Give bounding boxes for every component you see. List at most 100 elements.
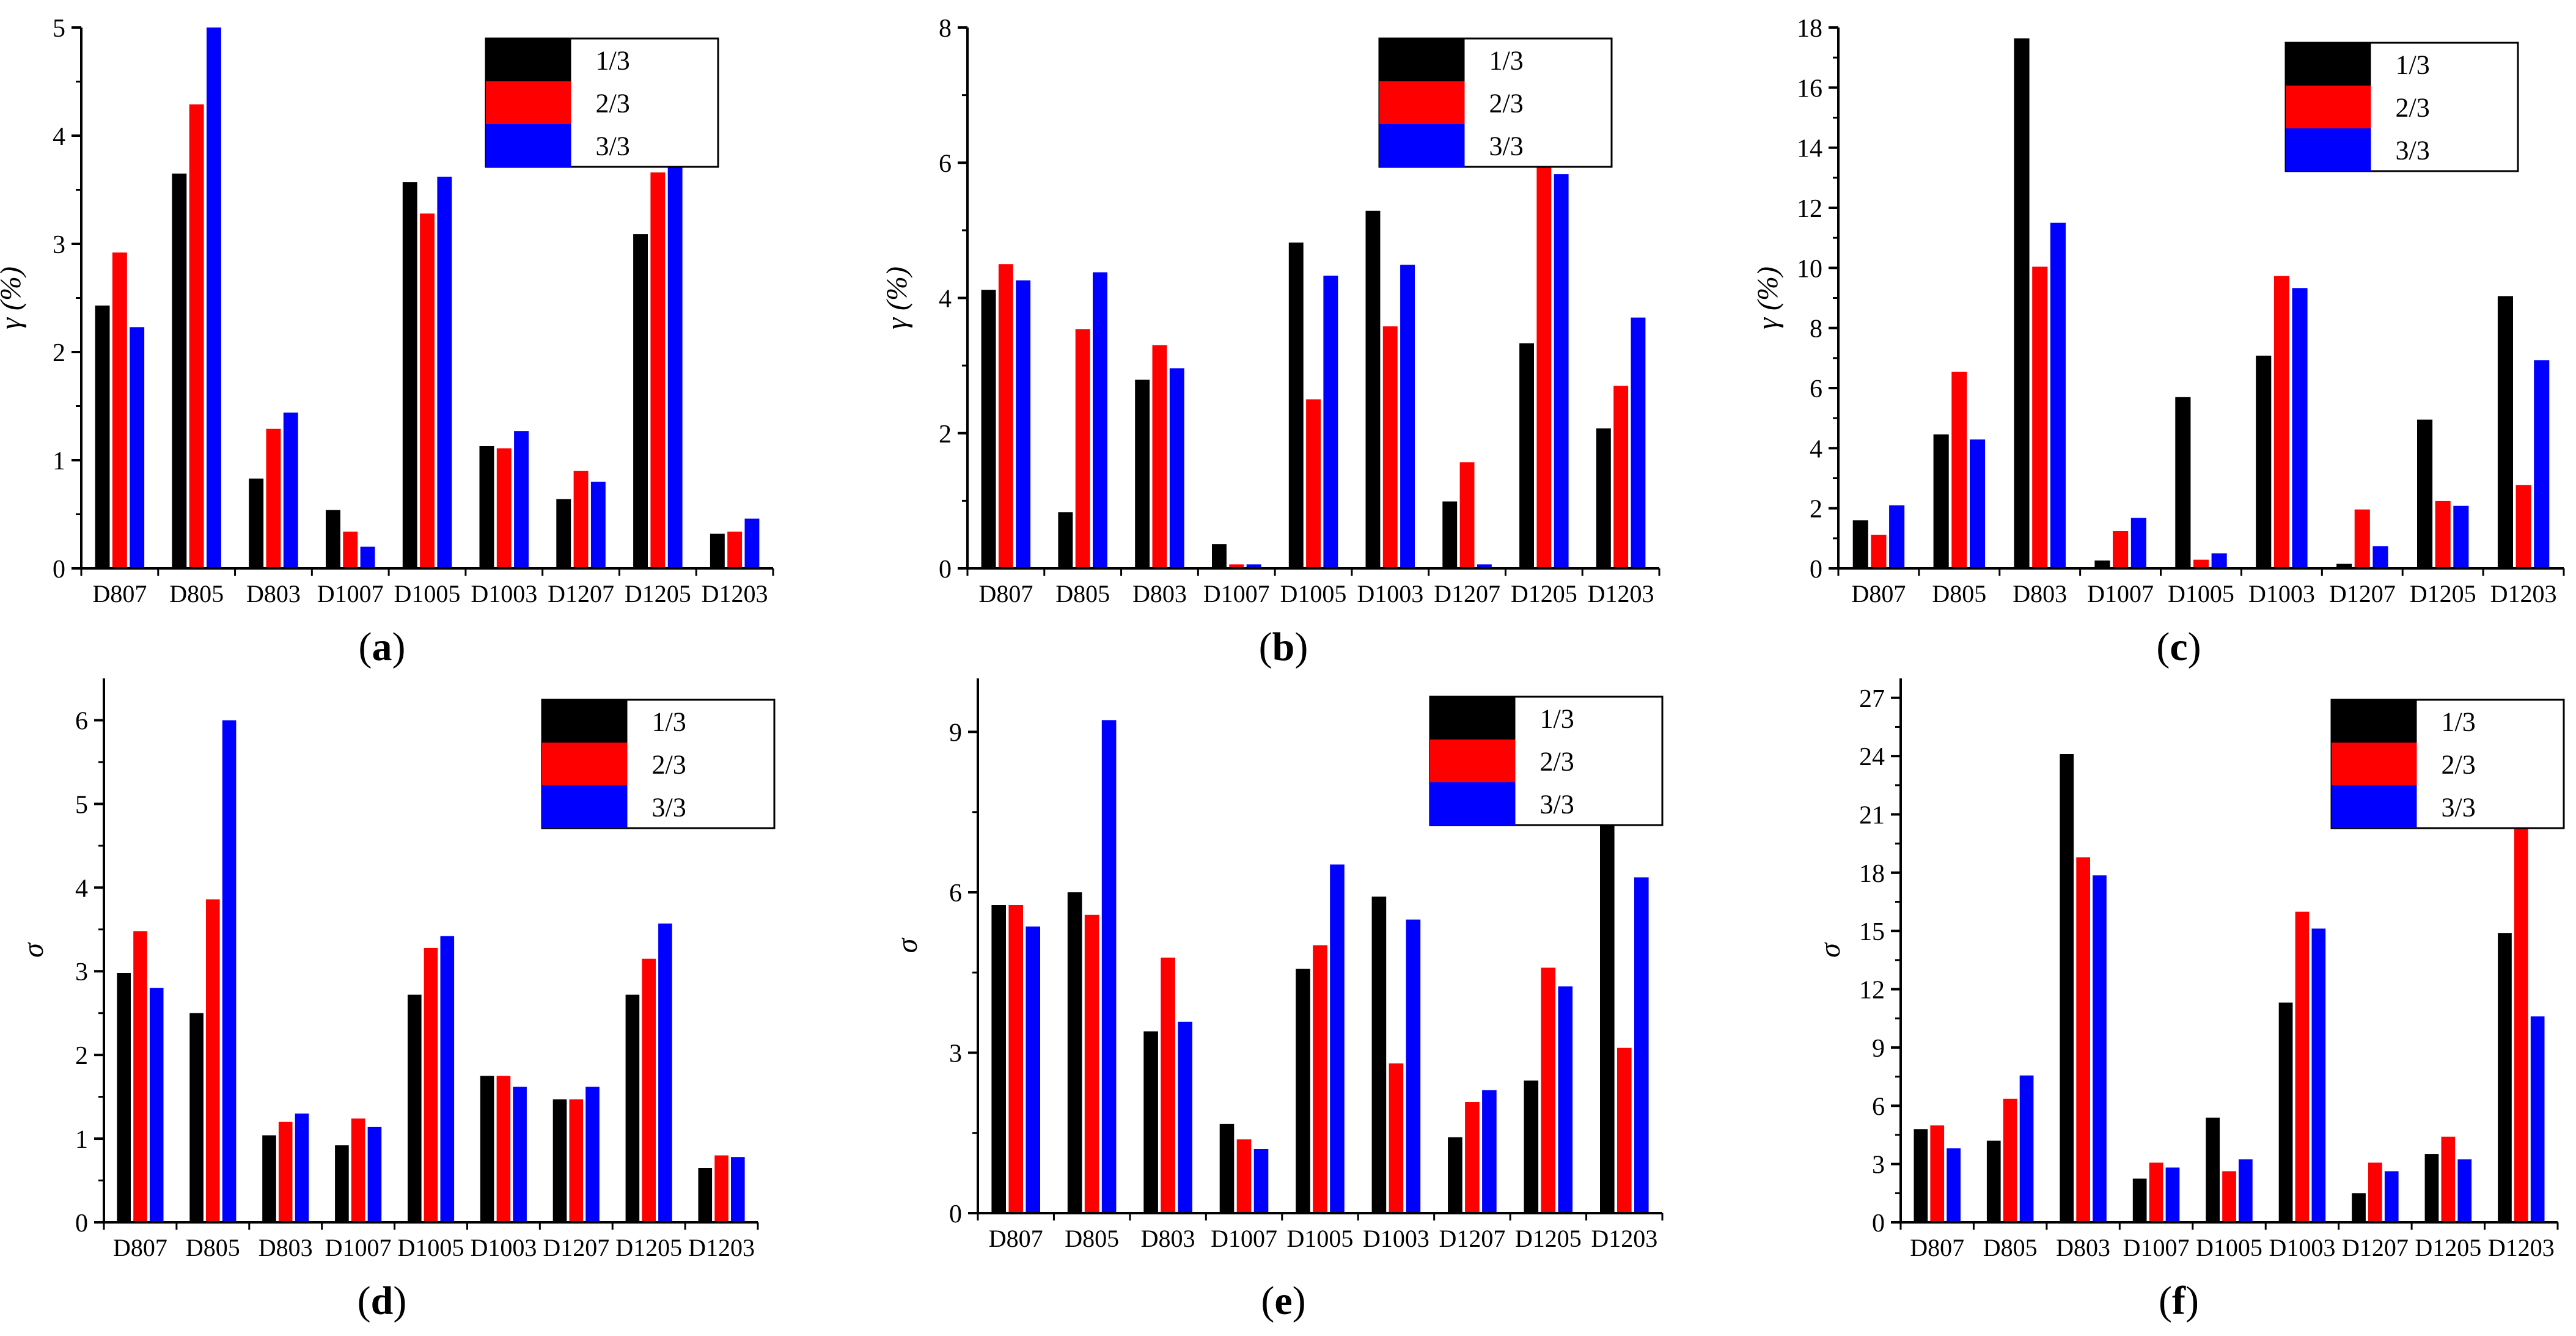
bar-f-D805-s3 <box>2019 1075 2034 1222</box>
bar-c-D1007-s3 <box>2130 518 2146 568</box>
y-tick-label: 14 <box>1797 135 1822 163</box>
y-tick-label: 0 <box>939 556 952 584</box>
bar-b-D1205-s3 <box>1554 174 1569 569</box>
bar-f-D1007-s2 <box>2149 1162 2163 1222</box>
bar-d-D1005-s2 <box>424 947 438 1222</box>
x-tick-label-D1205: D1205 <box>2410 580 2476 607</box>
bar-a-D1003-s3 <box>514 431 529 568</box>
bar-a-D1007-s2 <box>343 531 358 568</box>
y-tick-label: 2 <box>53 339 65 367</box>
bar-b-D1205-s2 <box>1536 133 1552 568</box>
y-tick-label: 0 <box>53 556 65 584</box>
bar-e-D807-s2 <box>1008 905 1023 1213</box>
bar-e-D1005-s3 <box>1330 864 1345 1213</box>
x-tick-label-D805: D805 <box>1055 580 1110 607</box>
bar-d-D1005-s1 <box>408 994 422 1222</box>
y-tick-label: 10 <box>1797 255 1822 283</box>
bar-e-D1203-s1 <box>1600 823 1615 1214</box>
y-tick-label: 5 <box>75 791 88 819</box>
x-tick-label-D803: D803 <box>1132 580 1187 607</box>
bar-d-D1203-s3 <box>731 1157 745 1222</box>
bar-a-D805-s2 <box>189 104 204 568</box>
bar-b-D803-s3 <box>1169 368 1184 568</box>
legend-swatch-1 <box>2332 700 2417 743</box>
bar-a-D807-s1 <box>95 305 110 568</box>
legend-label-1: 1/3 <box>652 707 686 736</box>
x-tick-label-D1203: D1203 <box>1588 580 1654 607</box>
bar-a-D1205-s2 <box>650 172 666 568</box>
bar-d-D1207-s2 <box>569 1099 584 1222</box>
bar-e-D1207-s1 <box>1448 1137 1462 1214</box>
bar-c-D803-s2 <box>2032 266 2048 568</box>
legend: 1/3 2/3 3/3 <box>1378 37 1613 168</box>
bar-d-D1007-s2 <box>351 1118 365 1222</box>
bar-e-D1205-s1 <box>1524 1081 1539 1213</box>
legend-swatch-3 <box>1430 782 1516 825</box>
bar-c-D805-s2 <box>1951 372 1967 568</box>
bar-c-D1207-s3 <box>2372 546 2388 568</box>
legend-swatch-1 <box>542 700 628 743</box>
bar-c-D1003-s3 <box>2292 288 2308 568</box>
bar-c-D805-s1 <box>1933 434 1949 568</box>
legend-swatch-2 <box>486 81 571 124</box>
x-tick-label-D1205: D1205 <box>1515 1225 1582 1252</box>
bar-c-D1203-s2 <box>2515 485 2531 568</box>
x-tick-label-D1207: D1207 <box>2342 1234 2409 1261</box>
x-tick-label-D1007: D1007 <box>325 1234 392 1261</box>
legend: 1/3 2/3 3/3 <box>485 37 719 168</box>
panel-label-f: (f) <box>2159 1279 2199 1323</box>
panel-label-a: (a) <box>359 625 406 669</box>
bar-d-D1203-s2 <box>714 1155 728 1222</box>
x-tick-label-D1207: D1207 <box>543 1234 609 1261</box>
bar-d-D1003-s2 <box>496 1076 511 1222</box>
legend: 1/3 2/3 3/3 <box>541 699 776 829</box>
bar-a-D1203-s3 <box>744 518 760 568</box>
legend-label-2: 2/3 <box>596 88 630 118</box>
chart-panel-e: 0 3 6 9 D807 D805 D803 D1007 D1005 D1003 D1207 D120… <box>891 678 1664 1323</box>
bar-d-D807-s1 <box>117 973 131 1222</box>
legend-swatch-3 <box>486 124 571 167</box>
y-axis-label: γ (%) <box>0 266 27 329</box>
bar-f-D1205-s3 <box>2457 1159 2472 1222</box>
x-tick-label-D1005: D1005 <box>2196 1234 2262 1261</box>
x-tick-label-D1203: D1203 <box>1591 1225 1657 1252</box>
y-tick-label: 1 <box>53 447 65 475</box>
x-tick-label-D805: D805 <box>1065 1225 1119 1252</box>
bar-e-D1205-s3 <box>1558 986 1573 1213</box>
bar-e-D1007-s2 <box>1236 1139 1252 1214</box>
panel-label-b: (b) <box>1259 625 1308 669</box>
bar-b-D807-s1 <box>981 290 996 568</box>
bar-f-D803-s3 <box>2093 875 2107 1222</box>
legend-label-1: 1/3 <box>1489 45 1524 75</box>
bar-b-D805-s3 <box>1093 272 1107 568</box>
bar-c-D1205-s3 <box>2453 505 2469 568</box>
x-tick-label-D1005: D1005 <box>394 580 461 607</box>
legend-label-3: 3/3 <box>1540 789 1574 819</box>
x-tick-label-D803: D803 <box>259 1234 313 1261</box>
bar-a-D805-s1 <box>172 174 187 568</box>
bar-f-D1205-s2 <box>2441 1136 2456 1222</box>
legend-swatch-3 <box>1379 124 1465 167</box>
x-tick-label-D807: D807 <box>978 580 1033 607</box>
bar-f-D1203-s2 <box>2514 813 2528 1222</box>
x-tick-label-D805: D805 <box>1932 580 1986 607</box>
bar-b-D1207-s1 <box>1442 501 1458 568</box>
bar-a-D807-s3 <box>130 327 145 568</box>
legend: 1/3 2/3 3/3 <box>2330 699 2565 829</box>
x-tick-label-D1207: D1207 <box>1439 1225 1505 1252</box>
y-tick-label: 5 <box>53 15 65 43</box>
bar-c-D1005-s1 <box>2175 397 2191 569</box>
legend-label-3: 3/3 <box>1489 131 1524 161</box>
legend-label-2: 2/3 <box>2442 749 2476 779</box>
bar-a-D1003-s2 <box>496 448 512 568</box>
bar-c-D1007-s2 <box>2113 531 2129 568</box>
bar-c-D1007-s1 <box>2094 560 2110 568</box>
bar-e-D1003-s1 <box>1371 897 1387 1213</box>
x-tick-label-D1205: D1205 <box>615 1234 682 1261</box>
bar-d-D805-s3 <box>222 720 237 1222</box>
legend-swatch-1 <box>2286 43 2371 86</box>
bar-b-D805-s2 <box>1075 329 1090 568</box>
y-tick-label: 16 <box>1797 75 1822 103</box>
bar-c-D1005-s2 <box>2193 559 2209 568</box>
